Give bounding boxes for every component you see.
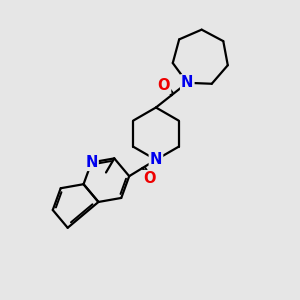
Text: N: N (85, 155, 98, 170)
Text: O: O (143, 171, 155, 186)
Text: O: O (158, 78, 170, 93)
Text: N: N (150, 152, 162, 167)
Text: N: N (181, 75, 194, 90)
